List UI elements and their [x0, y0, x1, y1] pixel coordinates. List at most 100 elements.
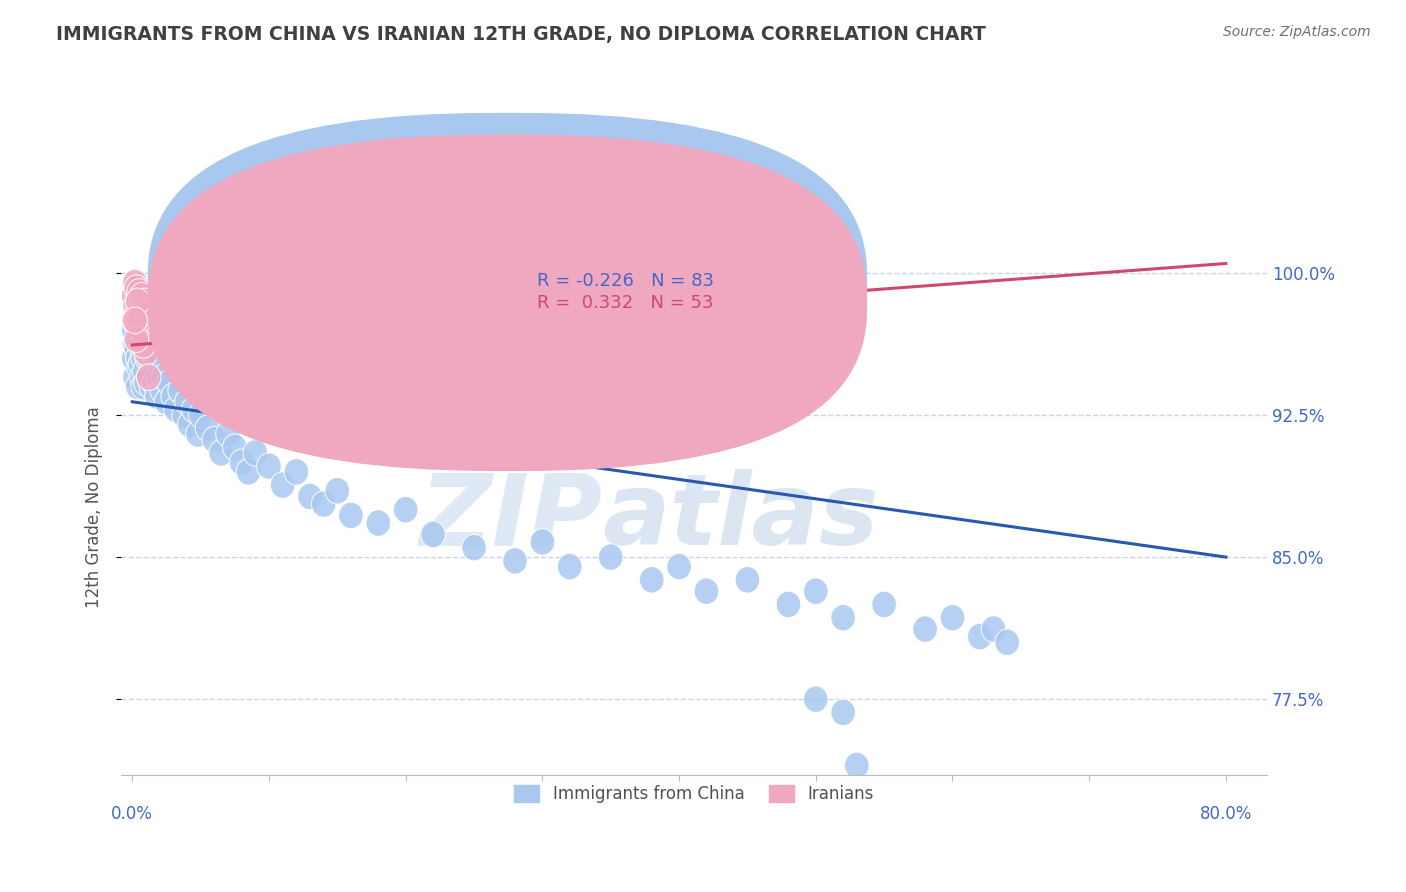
Ellipse shape — [125, 313, 150, 339]
Ellipse shape — [530, 529, 555, 555]
Ellipse shape — [557, 553, 582, 580]
Ellipse shape — [995, 629, 1019, 656]
Ellipse shape — [967, 624, 993, 650]
Ellipse shape — [270, 472, 295, 499]
Ellipse shape — [284, 458, 309, 485]
Ellipse shape — [186, 421, 211, 447]
Ellipse shape — [162, 383, 186, 409]
Ellipse shape — [122, 269, 148, 296]
Ellipse shape — [229, 450, 254, 475]
Ellipse shape — [142, 369, 166, 396]
Ellipse shape — [122, 332, 148, 359]
Ellipse shape — [131, 307, 156, 334]
Ellipse shape — [209, 440, 233, 467]
Ellipse shape — [138, 345, 162, 371]
Ellipse shape — [434, 377, 458, 404]
Ellipse shape — [150, 377, 174, 404]
Ellipse shape — [125, 288, 150, 315]
Ellipse shape — [143, 354, 167, 381]
Ellipse shape — [666, 298, 692, 324]
Ellipse shape — [124, 307, 149, 334]
FancyBboxPatch shape — [148, 135, 868, 471]
Ellipse shape — [177, 411, 202, 438]
Text: Source: ZipAtlas.com: Source: ZipAtlas.com — [1223, 25, 1371, 39]
Ellipse shape — [127, 354, 152, 381]
Ellipse shape — [803, 686, 828, 713]
Ellipse shape — [135, 298, 160, 324]
Ellipse shape — [122, 293, 148, 320]
Ellipse shape — [129, 364, 155, 391]
Text: R = -0.226   N = 83: R = -0.226 N = 83 — [537, 272, 714, 290]
Ellipse shape — [243, 440, 267, 467]
FancyBboxPatch shape — [148, 113, 868, 450]
Ellipse shape — [599, 544, 623, 570]
Ellipse shape — [530, 332, 555, 359]
Ellipse shape — [162, 339, 186, 366]
Legend: Immigrants from China, Iranians: Immigrants from China, Iranians — [508, 778, 880, 809]
Text: ZIP: ZIP — [419, 469, 603, 566]
Ellipse shape — [311, 491, 336, 517]
Ellipse shape — [735, 566, 759, 593]
Ellipse shape — [122, 364, 148, 391]
Ellipse shape — [121, 345, 146, 371]
Ellipse shape — [136, 320, 162, 347]
Ellipse shape — [134, 335, 159, 362]
Ellipse shape — [461, 364, 486, 391]
Ellipse shape — [181, 326, 207, 352]
Ellipse shape — [912, 615, 938, 642]
Ellipse shape — [394, 497, 418, 523]
Ellipse shape — [172, 401, 197, 428]
Ellipse shape — [139, 374, 163, 400]
Ellipse shape — [776, 591, 801, 617]
Ellipse shape — [141, 326, 165, 352]
Ellipse shape — [599, 313, 623, 339]
Ellipse shape — [831, 605, 855, 631]
Ellipse shape — [257, 453, 281, 479]
Ellipse shape — [872, 591, 897, 617]
Ellipse shape — [325, 477, 350, 504]
Ellipse shape — [195, 415, 219, 442]
Ellipse shape — [188, 345, 212, 371]
Ellipse shape — [128, 301, 153, 328]
Ellipse shape — [215, 421, 240, 447]
Text: IMMIGRANTS FROM CHINA VS IRANIAN 12TH GRADE, NO DIPLOMA CORRELATION CHART: IMMIGRANTS FROM CHINA VS IRANIAN 12TH GR… — [56, 25, 986, 44]
Ellipse shape — [155, 389, 179, 415]
Ellipse shape — [135, 345, 160, 371]
Ellipse shape — [202, 426, 226, 453]
Ellipse shape — [124, 275, 149, 301]
Ellipse shape — [152, 332, 176, 359]
Ellipse shape — [215, 345, 240, 371]
Text: R =  0.332   N = 53: R = 0.332 N = 53 — [537, 293, 714, 312]
Ellipse shape — [136, 364, 162, 391]
Ellipse shape — [131, 332, 156, 359]
Ellipse shape — [125, 345, 150, 371]
Ellipse shape — [941, 605, 965, 631]
Ellipse shape — [503, 548, 527, 574]
Ellipse shape — [131, 345, 156, 371]
Ellipse shape — [157, 369, 181, 396]
Ellipse shape — [132, 288, 157, 315]
Ellipse shape — [163, 396, 188, 423]
Ellipse shape — [148, 345, 172, 371]
Ellipse shape — [640, 566, 664, 593]
Ellipse shape — [131, 374, 156, 400]
Ellipse shape — [134, 313, 159, 339]
Ellipse shape — [138, 307, 162, 334]
Ellipse shape — [132, 359, 157, 384]
Ellipse shape — [127, 278, 152, 305]
Ellipse shape — [284, 364, 309, 391]
Ellipse shape — [222, 434, 247, 460]
Ellipse shape — [257, 351, 281, 377]
Ellipse shape — [236, 458, 260, 485]
Ellipse shape — [124, 301, 149, 328]
FancyBboxPatch shape — [477, 265, 723, 319]
Ellipse shape — [124, 335, 149, 362]
Ellipse shape — [129, 335, 155, 362]
Ellipse shape — [174, 339, 200, 366]
Ellipse shape — [146, 364, 170, 391]
Ellipse shape — [127, 326, 152, 352]
Text: 80.0%: 80.0% — [1199, 805, 1253, 823]
Ellipse shape — [167, 320, 193, 347]
Ellipse shape — [132, 326, 157, 352]
Ellipse shape — [420, 521, 446, 548]
